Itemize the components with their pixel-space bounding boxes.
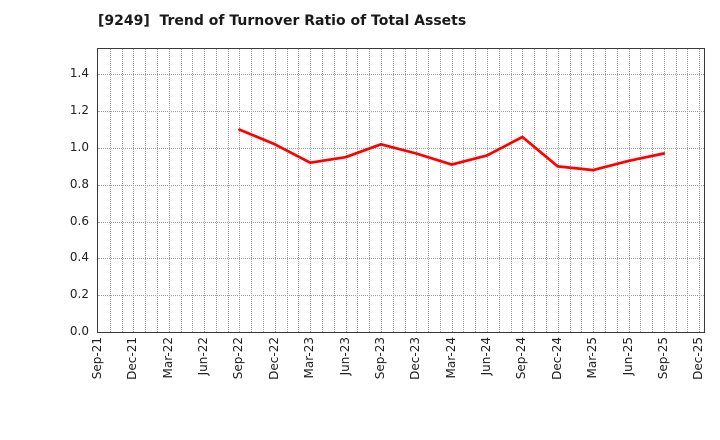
gridline-vertical — [239, 49, 241, 332]
x-tick-label: Dec-24 — [549, 337, 564, 380]
gridline-vertical — [322, 49, 323, 332]
gridline-horizontal — [98, 111, 704, 113]
y-tick-label: 1.2 — [69, 103, 89, 118]
gridline-vertical — [428, 49, 430, 332]
gridline-vertical — [286, 49, 288, 332]
gridline-vertical — [663, 49, 665, 332]
y-tick-label: 1.4 — [69, 66, 89, 81]
gridline-vertical — [546, 49, 547, 332]
gridline-vertical — [463, 49, 465, 332]
x-tick-label: Dec-25 — [691, 337, 706, 380]
gridline-vertical — [251, 49, 253, 332]
gridline-vertical — [274, 49, 276, 332]
gridline-vertical — [522, 49, 524, 332]
y-tick-label: 0.0 — [69, 324, 89, 338]
gridline-vertical — [652, 49, 654, 332]
gridline-vertical — [628, 49, 630, 332]
gridline-vertical — [227, 49, 229, 332]
trend-line-svg — [238, 128, 666, 172]
gridline-vertical — [439, 49, 441, 332]
x-tick-label: Jun-22 — [196, 337, 211, 376]
gridline-vertical — [310, 49, 312, 332]
gridline-vertical — [510, 49, 512, 332]
chart-title: [9249] Trend of Turnover Ratio of Total … — [98, 13, 467, 29]
y-tick-label: 0.6 — [69, 213, 89, 228]
gridline-vertical — [675, 49, 677, 332]
x-tick-label: Mar-23 — [302, 337, 317, 379]
x-tick-label: Dec-23 — [408, 337, 423, 380]
x-tick-label: Sep-22 — [231, 337, 246, 380]
gridline-horizontal — [98, 74, 704, 76]
gridline-vertical — [357, 49, 359, 332]
gridline-vertical — [498, 49, 500, 332]
gridline-vertical — [557, 49, 559, 332]
gridline-vertical — [204, 49, 206, 332]
gridline-vertical — [156, 49, 158, 332]
gridline-vertical — [392, 49, 394, 332]
x-tick-label: Mar-25 — [585, 337, 600, 379]
x-tick-label: Sep-24 — [514, 337, 529, 380]
x-tick-label: Mar-24 — [443, 337, 458, 379]
y-tick-label: 0.4 — [69, 250, 89, 265]
x-tick-label: Dec-21 — [125, 337, 140, 380]
gridline-horizontal — [98, 221, 704, 223]
gridline-vertical — [475, 49, 477, 332]
gridline-vertical — [640, 49, 642, 332]
gridline-vertical — [604, 49, 606, 332]
gridline-vertical — [451, 49, 453, 332]
gridline-vertical — [593, 49, 595, 332]
plot-area — [97, 48, 705, 333]
gridline-vertical — [180, 49, 182, 332]
gridline-vertical — [416, 49, 418, 332]
gridline-vertical — [404, 49, 406, 332]
gridline-vertical — [215, 49, 217, 332]
y-tick-label: 1.0 — [69, 140, 89, 154]
y-tick-label: 0.2 — [69, 287, 89, 302]
x-tick-label: Jun-24 — [479, 337, 494, 376]
gridline-vertical — [487, 49, 489, 332]
gridline-vertical — [298, 49, 300, 332]
gridline-vertical — [569, 49, 571, 332]
gridline-vertical — [369, 49, 371, 332]
x-tick-label: Jun-23 — [337, 337, 352, 376]
y-tick-label: 0.8 — [69, 176, 89, 191]
x-tick-label: Sep-25 — [655, 337, 670, 380]
gridline-vertical — [121, 49, 123, 332]
trend-line — [238, 128, 666, 172]
gridline-vertical — [616, 49, 618, 332]
gridline-vertical — [333, 49, 335, 332]
gridline-vertical — [380, 49, 382, 332]
x-tick-label: Dec-22 — [266, 337, 281, 380]
gridline-horizontal — [98, 258, 704, 260]
gridline-vertical — [168, 49, 170, 332]
gridline-vertical — [345, 49, 347, 332]
x-tick-label: Jun-25 — [620, 337, 635, 376]
gridline-vertical — [145, 49, 147, 332]
gridline-vertical — [133, 49, 135, 332]
gridline-vertical — [687, 49, 689, 332]
gridline-vertical — [534, 49, 536, 332]
gridline-vertical — [192, 49, 194, 332]
gridline-vertical — [699, 49, 701, 332]
gridline-vertical — [581, 49, 583, 332]
x-tick-label: Sep-21 — [90, 337, 104, 380]
x-tick-label: Mar-22 — [160, 337, 175, 379]
gridline-horizontal — [98, 295, 704, 297]
x-tick-label: Sep-23 — [372, 337, 387, 380]
gridline-vertical — [263, 49, 265, 332]
gridline-horizontal — [98, 184, 704, 186]
gridline-vertical — [109, 49, 111, 332]
